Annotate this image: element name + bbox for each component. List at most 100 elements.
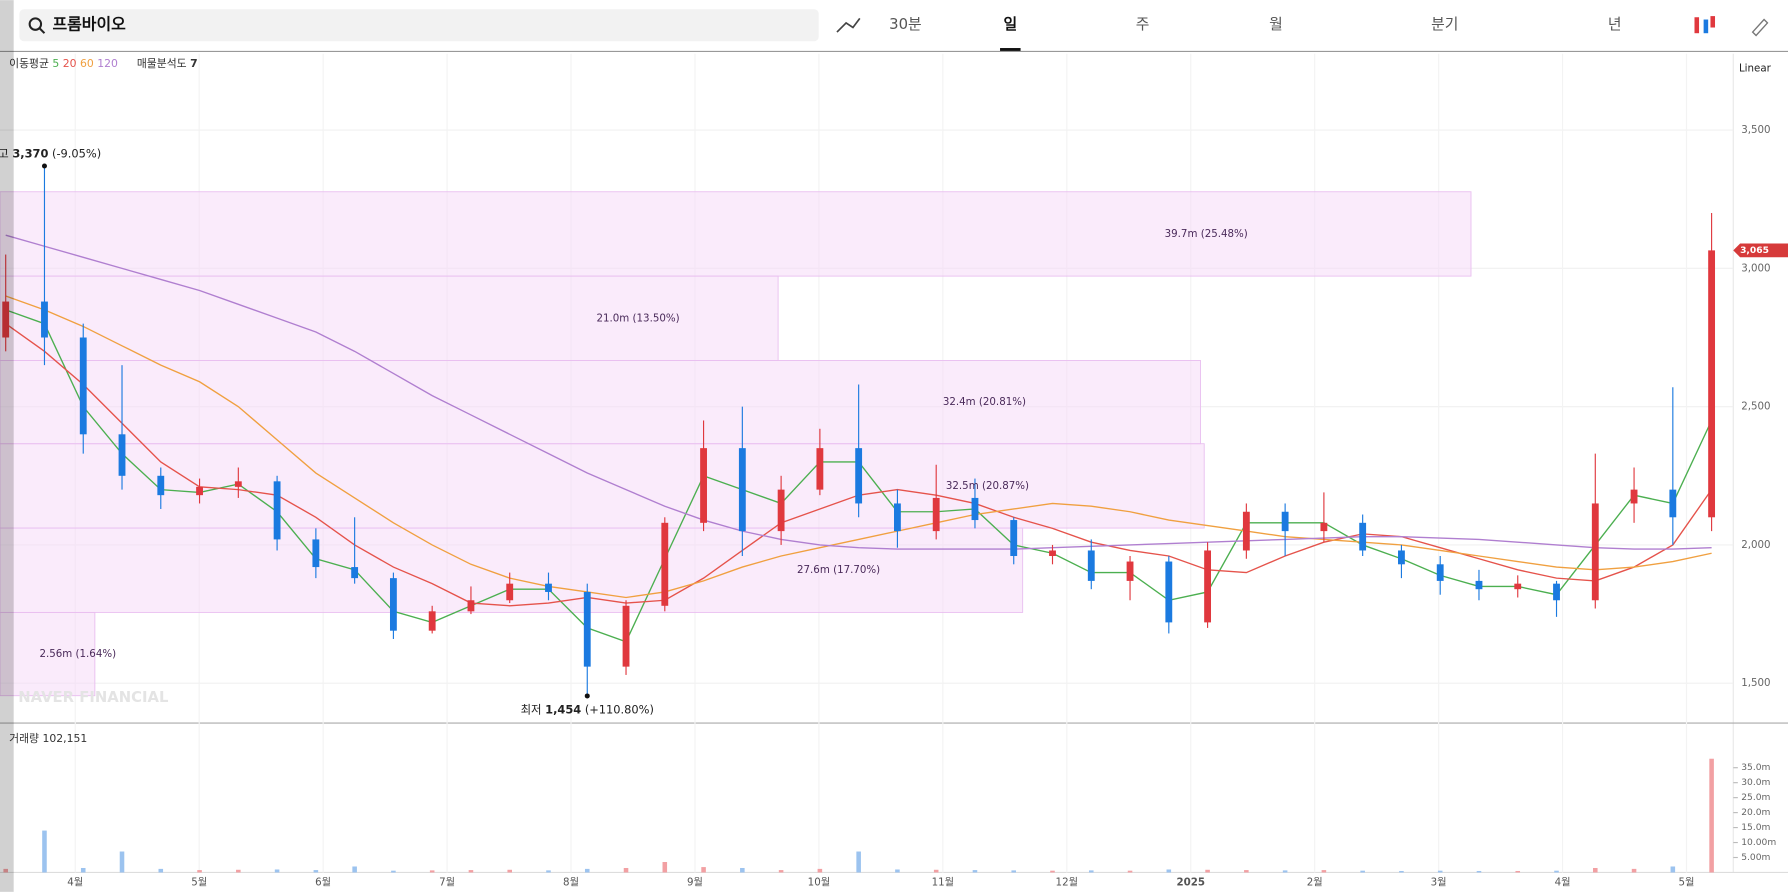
- search-text[interactable]: 프롬바이오: [52, 15, 126, 34]
- chart-type-icon[interactable]: [1703, 19, 1709, 34]
- volume-bar: [1476, 870, 1482, 873]
- volume-bar: [3, 868, 8, 873]
- candle-body: [1591, 503, 1599, 601]
- candle-body: [1126, 561, 1134, 581]
- volume-bar: [158, 868, 164, 873]
- candle-body: [2, 301, 10, 338]
- candle-body: [1514, 583, 1522, 590]
- x-tick-label: 7월: [439, 877, 455, 889]
- tab[interactable]: 주: [1136, 16, 1150, 33]
- candle-body: [41, 301, 48, 338]
- candle-body: [738, 448, 746, 532]
- x-tick-label: 5월: [191, 877, 207, 889]
- profile-legend: 매물분석도 7: [137, 57, 198, 70]
- y-tick-label: 3,000: [1741, 262, 1770, 274]
- tab[interactable]: 30분: [889, 16, 921, 33]
- volume-tick-label: 20.0m: [1741, 808, 1770, 818]
- extreme-label: 최저 1,454 (+110.80%): [521, 702, 654, 716]
- candle-body: [1708, 250, 1716, 518]
- volume-tick-label: 15.0m: [1741, 823, 1770, 833]
- candle-body: [661, 522, 669, 606]
- volume-label: 거래량: [9, 732, 39, 745]
- profile-legend-label: 매물분석도: [137, 57, 187, 70]
- x-tick-label: 2025: [1176, 877, 1205, 889]
- ma-legend: 이동평균 5 20 60 120: [9, 57, 118, 70]
- candle-body: [1359, 522, 1367, 551]
- volume-bar: [197, 870, 202, 873]
- extreme-text: 최저: [521, 702, 542, 716]
- candle-body: [971, 497, 979, 521]
- tab[interactable]: 분기: [1431, 16, 1458, 33]
- extreme-change: (+110.80%): [585, 702, 654, 716]
- candle-body: [1049, 550, 1056, 557]
- profile-band: [0, 360, 1201, 445]
- search-box[interactable]: [19, 9, 819, 42]
- legend-entry: 5: [52, 57, 59, 70]
- candle-body: [196, 486, 203, 496]
- candle-body: [622, 605, 630, 667]
- profile-band: [0, 275, 779, 361]
- volume-bar: [1011, 870, 1017, 873]
- volume-bar: [817, 868, 823, 873]
- profile-band: [0, 191, 1472, 277]
- volume-tick-label: 5.00m: [1741, 853, 1770, 863]
- candle-body: [1165, 561, 1173, 623]
- profile-label: 32.5m (20.87%): [946, 480, 1029, 492]
- volume-bar: [662, 861, 668, 873]
- candle-body: [1553, 583, 1560, 601]
- extreme-label: 최고 3,370 (-9.05%): [0, 146, 101, 160]
- volume-bar: [933, 869, 939, 873]
- scale-mode[interactable]: Linear: [1739, 63, 1772, 75]
- watermark: NAVER FINANCIAL: [18, 689, 169, 706]
- volume-bar: [429, 870, 435, 873]
- draw-icon[interactable]: [836, 17, 861, 33]
- chart-type-icon[interactable]: [1710, 16, 1716, 28]
- candle-body: [79, 337, 87, 435]
- volume-bar: [1282, 870, 1288, 873]
- volume-bar: [856, 851, 861, 873]
- volume-bar: [391, 870, 396, 873]
- volume-tick-label: 30.0m: [1741, 778, 1770, 788]
- candle-body: [1436, 564, 1444, 581]
- candle-body: [816, 448, 824, 490]
- volume-bar: [1360, 870, 1365, 873]
- volume-bar: [1399, 870, 1404, 873]
- candle-body: [583, 591, 591, 667]
- tab-underline: [1000, 48, 1021, 52]
- volume-bar: [42, 830, 47, 873]
- candle-body: [1320, 522, 1328, 532]
- x-tick-label: 5월: [1679, 877, 1695, 889]
- x-tick-label: 10월: [808, 877, 830, 889]
- profile-count: 7: [190, 57, 198, 70]
- candle-body: [118, 434, 126, 476]
- volume-bar: [1437, 870, 1443, 873]
- x-tick-label: 12월: [1056, 877, 1078, 889]
- volume-last: 102,151: [42, 732, 87, 745]
- volume-bar: [274, 869, 280, 873]
- volume-bar: [1321, 870, 1327, 873]
- tab[interactable]: 월: [1269, 16, 1283, 33]
- tab[interactable]: 년: [1608, 16, 1622, 33]
- profile-label: 27.6m (17.70%): [797, 564, 880, 576]
- candle-body: [389, 578, 397, 631]
- candle-body: [1398, 550, 1405, 565]
- candle-body: [894, 503, 901, 532]
- volume-bar: [972, 870, 978, 873]
- candle-body: [777, 489, 785, 532]
- edit-icon[interactable]: [1751, 18, 1769, 37]
- candle-body: [351, 567, 359, 579]
- volume-bar: [1670, 866, 1676, 873]
- x-tick-label: 4월: [67, 877, 83, 889]
- tab[interactable]: 일: [1003, 16, 1017, 33]
- legend-entry: 20: [63, 57, 77, 70]
- volume-bar: [1088, 870, 1094, 873]
- extreme-change: (-9.05%): [52, 146, 101, 160]
- candle-body: [1475, 580, 1483, 590]
- candle-body: [932, 497, 940, 532]
- search-icon: [28, 17, 43, 31]
- volume-bar: [1709, 758, 1714, 873]
- volume-bar: [701, 867, 706, 873]
- chart-type-icon[interactable]: [1694, 17, 1700, 34]
- volume-bar: [1593, 867, 1598, 873]
